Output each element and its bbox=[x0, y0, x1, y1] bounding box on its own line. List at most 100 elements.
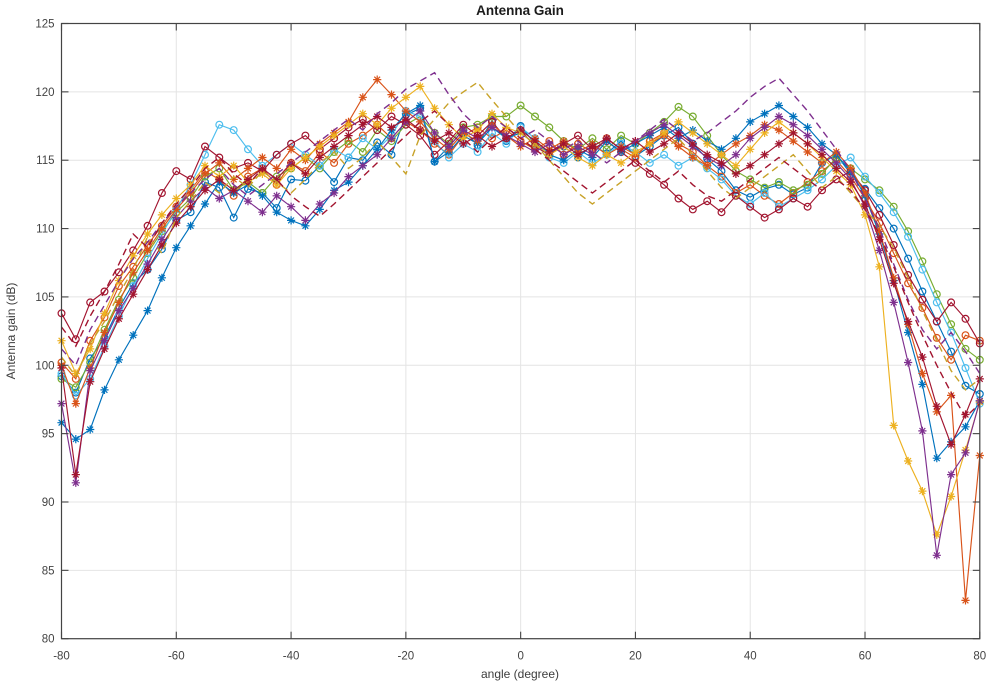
circle-marker bbox=[473, 148, 482, 157]
series-line bbox=[60, 110, 981, 419]
circle-marker bbox=[760, 189, 769, 198]
circle-marker bbox=[947, 298, 956, 307]
circle-marker bbox=[660, 150, 669, 159]
circle-marker bbox=[817, 169, 826, 178]
y-axis-label: Antenna gain (dB) bbox=[4, 283, 18, 380]
circle-marker bbox=[717, 175, 726, 184]
circle-marker bbox=[961, 314, 970, 323]
circle-marker bbox=[545, 123, 554, 132]
x-tick-label: -40 bbox=[283, 651, 300, 663]
x-tick-label: 40 bbox=[744, 651, 757, 663]
circle-marker bbox=[172, 167, 181, 176]
circle-marker bbox=[71, 383, 80, 392]
circle-marker bbox=[918, 265, 927, 274]
circle-marker bbox=[674, 102, 683, 111]
y-tick-label: 115 bbox=[36, 155, 54, 167]
circle-marker bbox=[760, 183, 769, 192]
circle-marker bbox=[229, 213, 238, 222]
circle-marker bbox=[961, 364, 970, 373]
circle-marker bbox=[789, 189, 798, 198]
circle-marker bbox=[774, 180, 783, 189]
circle-marker bbox=[947, 347, 956, 356]
circle-marker bbox=[789, 186, 798, 195]
circle-marker bbox=[889, 241, 898, 250]
circle-marker bbox=[157, 189, 166, 198]
circle-marker bbox=[817, 175, 826, 184]
circle-marker bbox=[746, 202, 755, 211]
circle-marker bbox=[789, 194, 798, 203]
y-tick-label: 95 bbox=[42, 429, 55, 441]
y-tick-label: 80 bbox=[42, 634, 55, 646]
circle-marker bbox=[344, 153, 353, 162]
y-tick-label: 90 bbox=[42, 497, 55, 509]
circle-marker bbox=[244, 145, 253, 154]
circle-marker bbox=[287, 175, 296, 184]
circle-marker bbox=[502, 112, 511, 121]
circle-marker bbox=[330, 158, 339, 167]
circle-marker bbox=[918, 287, 927, 296]
circle-marker bbox=[904, 232, 913, 241]
circle-marker bbox=[803, 180, 812, 189]
circle-marker bbox=[875, 210, 884, 219]
circle-marker bbox=[803, 186, 812, 195]
circle-marker bbox=[530, 112, 539, 121]
circle-marker bbox=[114, 268, 123, 277]
circle-marker bbox=[932, 317, 941, 326]
circle-marker bbox=[358, 134, 367, 143]
circle-marker bbox=[71, 335, 80, 344]
series-line bbox=[61, 104, 981, 388]
y-tick-label: 120 bbox=[35, 87, 54, 99]
y-tick-label: 100 bbox=[35, 360, 54, 372]
circle-marker bbox=[717, 208, 726, 217]
data-series bbox=[57, 71, 984, 605]
circle-marker bbox=[617, 131, 626, 140]
series-dashed-yellow bbox=[60, 81, 981, 391]
circle-marker bbox=[904, 279, 913, 288]
circle-marker bbox=[229, 126, 238, 135]
circle-marker bbox=[215, 120, 224, 129]
circle-marker bbox=[774, 205, 783, 214]
circle-marker bbox=[573, 131, 582, 140]
circle-marker bbox=[918, 303, 927, 312]
circle-marker bbox=[875, 189, 884, 198]
circle-marker bbox=[918, 295, 927, 304]
y-tick-label: 110 bbox=[36, 224, 54, 236]
circle-marker bbox=[674, 194, 683, 203]
circle-marker bbox=[860, 172, 869, 181]
circle-marker bbox=[86, 298, 95, 307]
series-line bbox=[60, 81, 981, 391]
series-dashed-maroon bbox=[60, 110, 981, 419]
circle-marker bbox=[904, 254, 913, 263]
x-tick-label: -60 bbox=[168, 651, 185, 663]
axes-box-and-ticks bbox=[60, 22, 981, 640]
circle-marker bbox=[947, 355, 956, 364]
circle-marker bbox=[731, 186, 740, 195]
circle-marker bbox=[774, 178, 783, 187]
circle-marker bbox=[516, 101, 525, 110]
x-tick-label: -20 bbox=[398, 651, 415, 663]
circle-marker bbox=[889, 224, 898, 233]
circle-marker bbox=[201, 142, 210, 151]
circle-marker bbox=[846, 153, 855, 162]
y-tick-label: 105 bbox=[35, 292, 54, 304]
circle-marker bbox=[688, 205, 697, 214]
circle-marker bbox=[674, 161, 683, 170]
x-tick-label: 80 bbox=[973, 651, 986, 663]
circle-marker bbox=[315, 161, 324, 170]
y-tick-label: 85 bbox=[42, 565, 55, 577]
circle-marker bbox=[746, 175, 755, 184]
x-tick-label: 0 bbox=[517, 651, 523, 663]
circle-marker bbox=[760, 213, 769, 222]
circle-marker bbox=[932, 298, 941, 307]
x-tick-label: 20 bbox=[629, 651, 642, 663]
circle-marker bbox=[961, 331, 970, 340]
x-tick-label: -80 bbox=[53, 651, 70, 663]
circle-marker bbox=[889, 208, 898, 217]
circle-marker bbox=[358, 148, 367, 157]
tick-labels: -80 -60 -40 -20 0 20 40 60 80 80 85 90 95 100 105 110 11… bbox=[35, 19, 986, 663]
circle-marker bbox=[100, 287, 109, 296]
chart-title: Antenna Gain bbox=[476, 3, 564, 18]
circle-marker bbox=[803, 202, 812, 211]
